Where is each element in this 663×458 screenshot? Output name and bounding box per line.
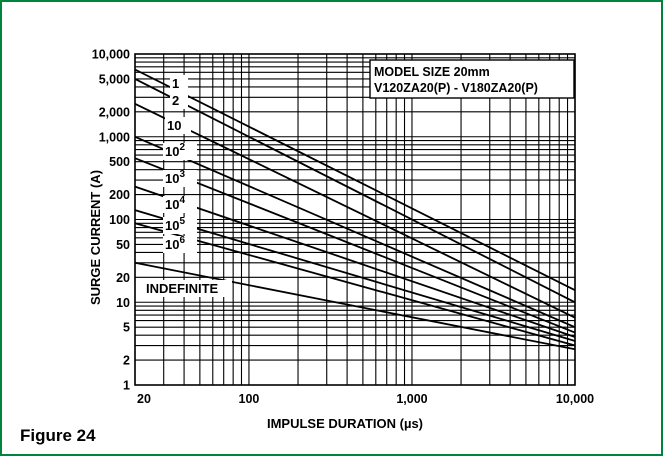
curve-7 <box>134 222 576 347</box>
curve-label-exponent: 6 <box>179 235 185 246</box>
x-tick-label: 1,000 <box>396 392 427 406</box>
curve-3 <box>134 135 576 329</box>
curve-label-bg <box>170 75 188 92</box>
curve-label-bg <box>163 236 197 253</box>
x-axis-title: IMPULSE DURATION (µs) <box>267 416 423 431</box>
y-tick-label: 2,000 <box>99 105 130 119</box>
y-tick-label: 5,000 <box>99 72 130 86</box>
curve-1 <box>134 78 576 304</box>
y-tick-label: 20 <box>116 271 130 285</box>
curve-label-bg <box>163 217 197 234</box>
y-tick-label: 1,000 <box>99 130 130 144</box>
curve-label-bg <box>165 117 191 134</box>
curve-5 <box>134 185 576 338</box>
y-axis-title: SURGE CURRENT (A) <box>88 170 103 305</box>
curve-label: 10 <box>167 118 181 133</box>
curve-label-bg <box>163 143 197 160</box>
y-tick-label: 50 <box>116 238 130 252</box>
curves <box>134 68 576 351</box>
x-tick-label: 20 <box>137 392 151 406</box>
annotation-box: MODEL SIZE 20mm V120ZA20(P) - V180ZA20(P) <box>369 59 575 99</box>
curve-8 <box>134 261 576 351</box>
grid <box>134 53 576 386</box>
y-tick-label: 10,000 <box>92 48 130 62</box>
x-tick-label: 10,000 <box>556 392 594 406</box>
curve-label-exponent: 5 <box>179 216 185 227</box>
curve-label-bg <box>163 170 197 187</box>
curve-label-bg <box>170 92 188 109</box>
curve-label-exponent: 3 <box>179 169 185 180</box>
y-tick-label: 100 <box>109 213 130 227</box>
curve-label-exponent: 4 <box>179 195 185 206</box>
curve-2 <box>134 102 576 319</box>
y-tick-label: 5 <box>123 321 130 335</box>
x-tick-label: 100 <box>239 392 260 406</box>
y-tick-label: 200 <box>109 188 130 202</box>
annotation-line: V120ZA20(P) - V180ZA20(P) <box>374 81 538 95</box>
y-tick-label: 1 <box>123 379 130 393</box>
curve-4 <box>134 157 576 334</box>
annotation-box-bg <box>369 59 575 99</box>
figure-caption: Figure 24 <box>20 426 96 445</box>
curve-6 <box>134 209 576 342</box>
curve-label-bg <box>163 196 197 213</box>
curve-label: 2 <box>172 93 179 108</box>
curve-label-bg <box>144 280 232 297</box>
curve-label: INDEFINITE <box>146 281 219 296</box>
curve-0 <box>134 68 576 292</box>
curve-label: 1 <box>172 76 179 91</box>
y-tick-label: 2 <box>123 354 130 368</box>
annotation-line: MODEL SIZE 20mm <box>374 65 490 79</box>
plot-border <box>134 53 576 386</box>
axes: 1 2 5 10 20 50 100 200 500 1,000 2,000 5,000 10,000 2… <box>88 48 594 432</box>
curve-label-exponent: 2 <box>179 142 185 153</box>
y-tick-label: 500 <box>109 155 130 169</box>
y-tick-label: 10 <box>116 296 130 310</box>
